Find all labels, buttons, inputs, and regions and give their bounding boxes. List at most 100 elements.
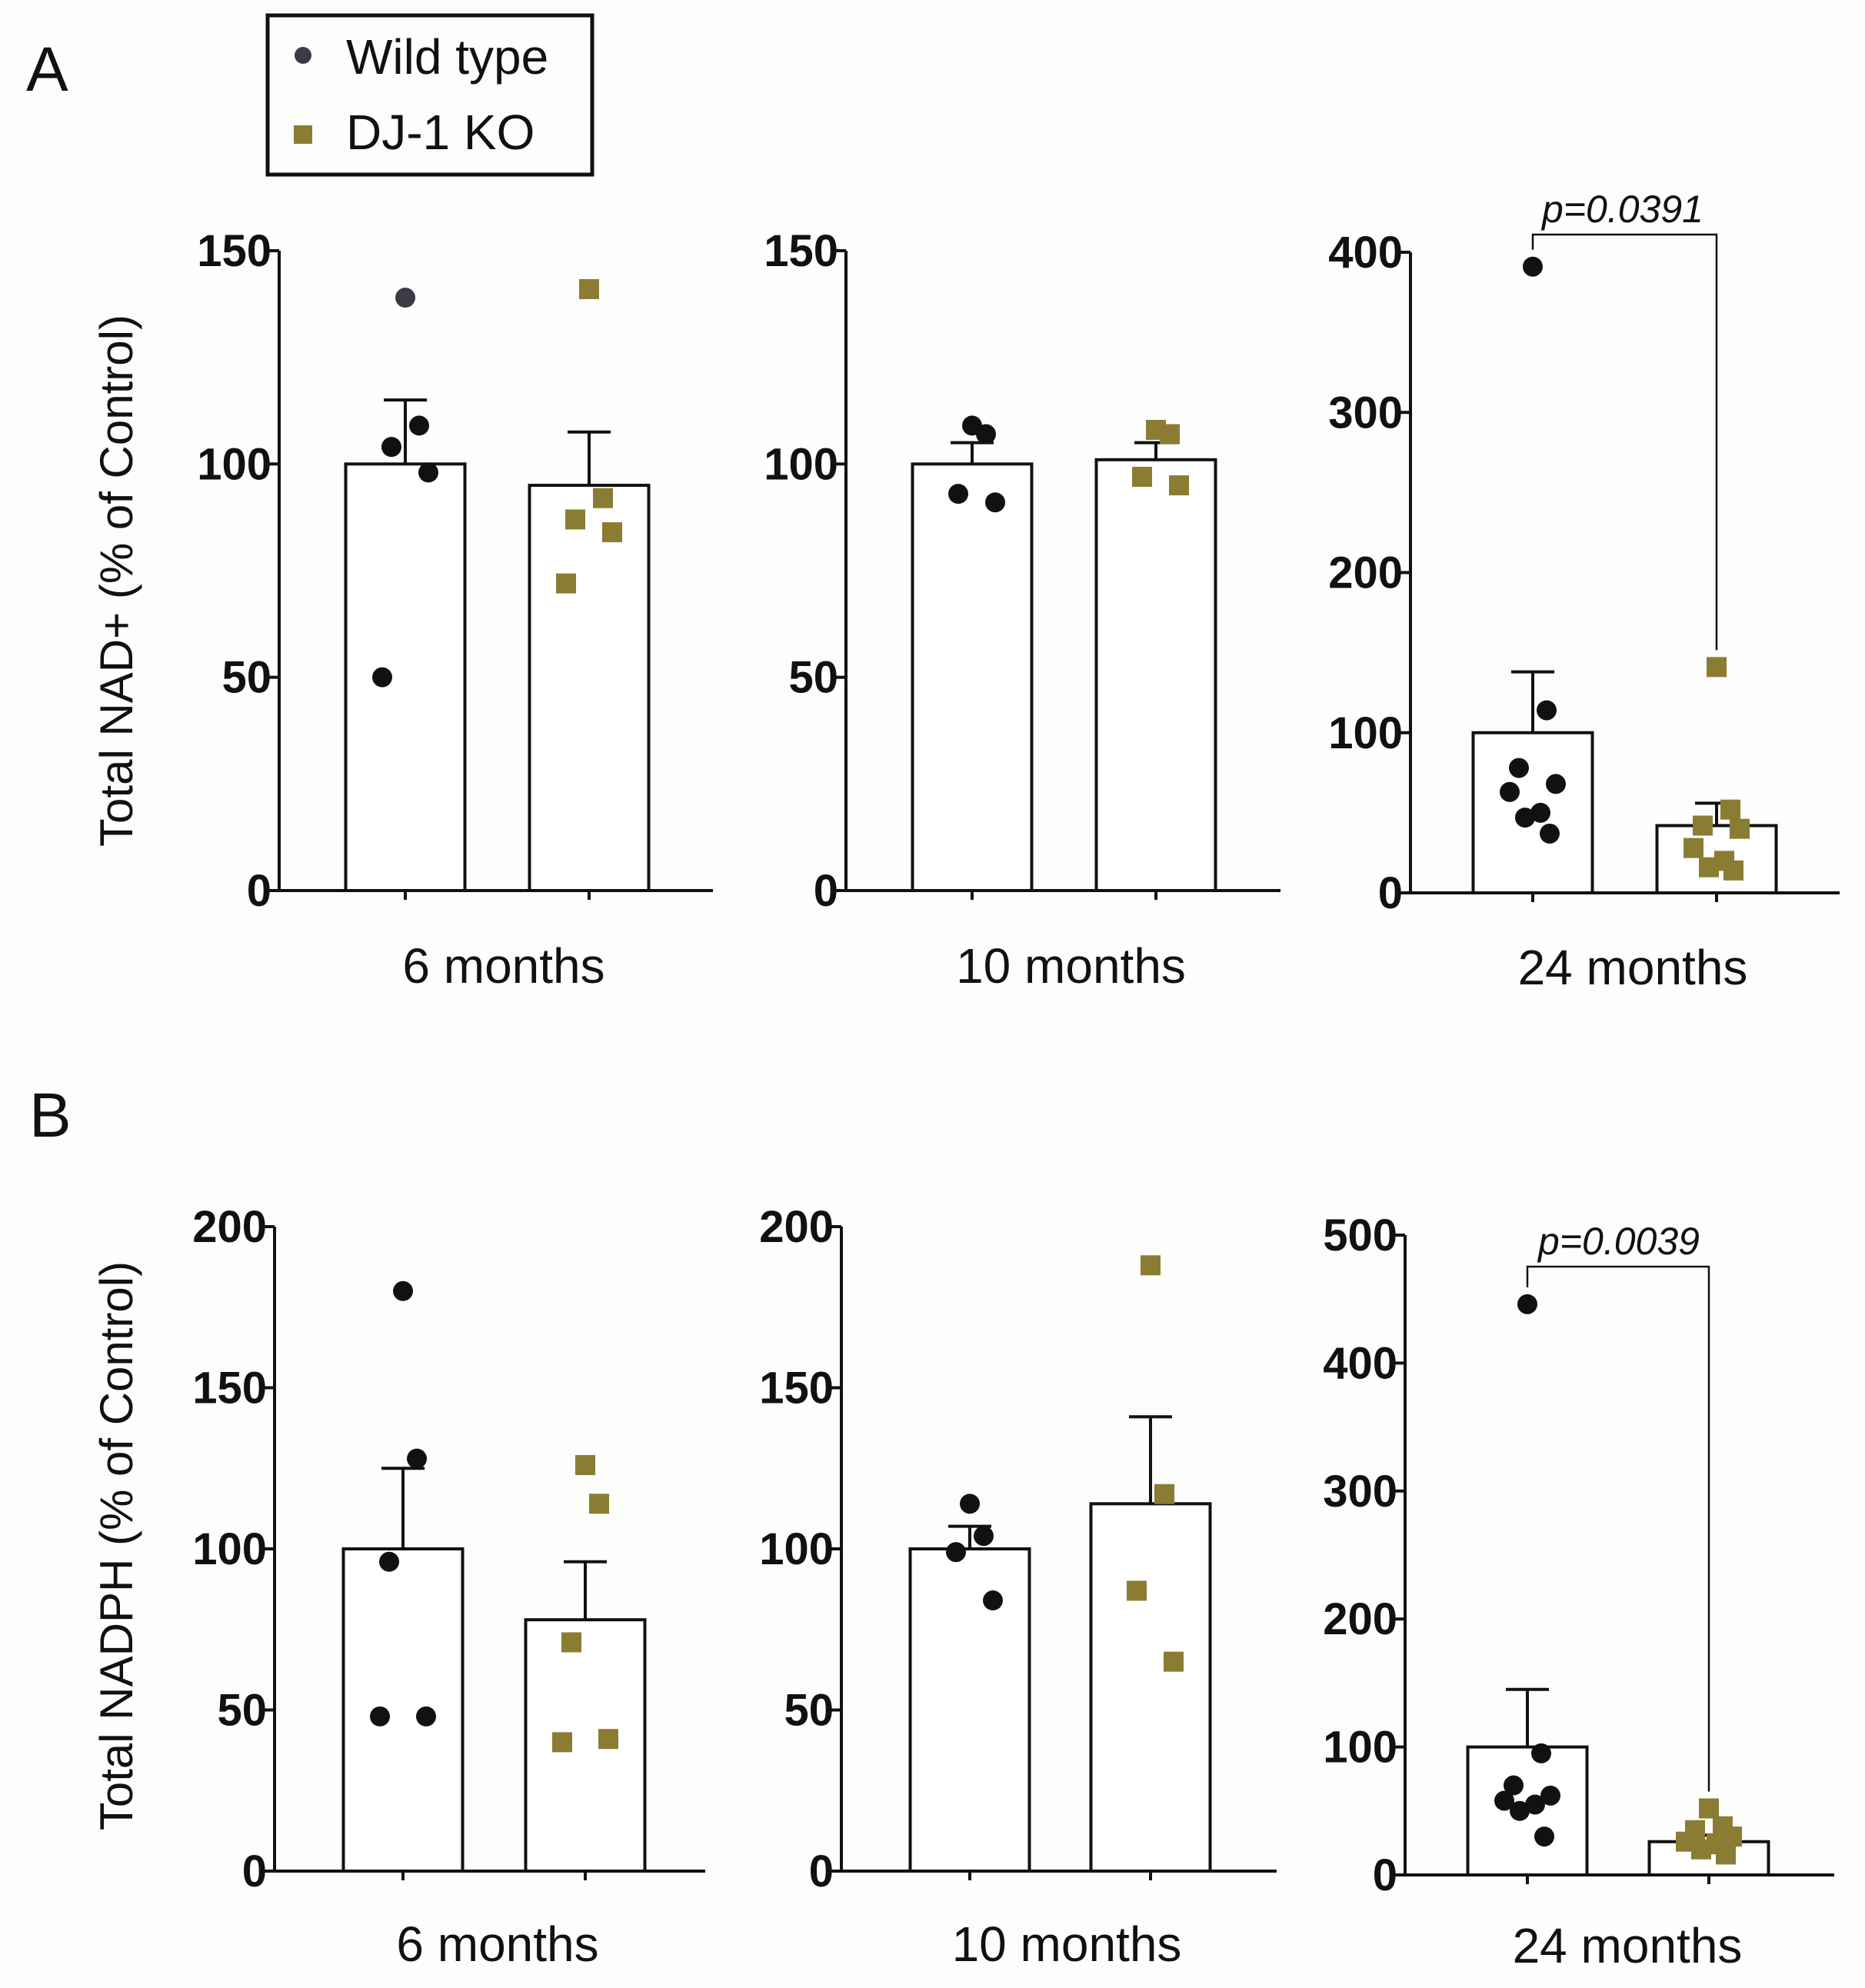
- data-point-wild-type: [395, 288, 415, 308]
- subplot-2: 0 50 100 150 10 months: [764, 226, 1281, 994]
- panel-letter-b: B: [29, 1081, 72, 1151]
- y-tick-label: 200: [1323, 1594, 1397, 1644]
- x-axis-label: 6 months: [402, 938, 604, 994]
- y-tick-label: 100: [759, 1524, 834, 1574]
- data-point-wild-type: [370, 1706, 390, 1727]
- y-tick-label: 0: [1378, 868, 1403, 918]
- bar-wild-type: [908, 1547, 1031, 1873]
- data-point-wild-type: [1537, 700, 1557, 721]
- data-point-dj1-ko: [1683, 837, 1703, 858]
- data-point-dj1-ko: [598, 1729, 618, 1750]
- legend-dj1-ko-marker: [294, 125, 312, 144]
- significance-bracket: [1526, 1265, 1710, 1792]
- data-point-dj1-ko: [1723, 860, 1743, 881]
- data-point-wild-type: [409, 415, 429, 436]
- legend-box: [265, 13, 594, 177]
- panel-letter-a: A: [26, 35, 68, 105]
- data-point-wild-type: [974, 1526, 994, 1547]
- data-point-dj1-ko: [1164, 1651, 1184, 1672]
- bar-dj1-ko: [1094, 458, 1217, 892]
- y-tick-label: 0: [247, 866, 271, 916]
- y-tick-label: 0: [814, 866, 838, 916]
- significance-bracket: [1531, 233, 1718, 651]
- y-tick-label: 300: [1323, 1467, 1397, 1517]
- data-point-wild-type: [1510, 1800, 1530, 1821]
- data-point-dj1-ko: [602, 522, 622, 543]
- x-axis-label: 24 months: [1518, 940, 1748, 995]
- data-point-wild-type: [418, 462, 438, 483]
- x-axis-label: 6 months: [396, 1916, 598, 1972]
- data-point-wild-type: [1531, 1743, 1551, 1763]
- data-point-wild-type: [1540, 823, 1560, 844]
- x-axis-label: 10 months: [952, 1916, 1182, 1972]
- x-axis-label: 10 months: [956, 938, 1186, 994]
- y-tick-label: 150: [764, 226, 838, 276]
- data-point-wild-type: [1509, 758, 1529, 778]
- subplot-6: 0 100 200 300 400 500 24 months p=0.0039: [1323, 1210, 1834, 1973]
- data-point-dj1-ko: [1691, 1839, 1711, 1860]
- y-tick-label: 100: [192, 1524, 267, 1574]
- x-axis-label: 24 months: [1513, 1918, 1743, 1973]
- data-point-wild-type: [1517, 1294, 1537, 1314]
- legend-wild-type-label: Wild type: [346, 29, 548, 85]
- data-point-dj1-ko: [1707, 657, 1727, 678]
- y-tick-label: 200: [759, 1202, 834, 1252]
- data-point-wild-type: [1500, 781, 1520, 802]
- y-axis-title-nadph: Total NADPH (% of Control): [91, 1261, 142, 1830]
- legend: Wild type DJ-1 KO: [265, 13, 594, 177]
- data-point-dj1-ko: [1720, 799, 1740, 820]
- data-point-dj1-ko: [593, 488, 613, 508]
- data-point-wild-type: [381, 437, 401, 458]
- y-tick-label: 50: [217, 1686, 267, 1736]
- data-point-wild-type: [407, 1448, 427, 1469]
- data-point-wild-type: [1530, 802, 1550, 823]
- data-point-dj1-ko: [1730, 818, 1750, 839]
- plots: 0 50 100 150 6 months 0 50 100 150 10 months 0 100 2…: [192, 188, 1840, 1973]
- y-tick-label: 50: [784, 1686, 834, 1736]
- data-point-dj1-ko: [1132, 466, 1152, 487]
- bar-dj1-ko: [1089, 1502, 1212, 1873]
- data-point-dj1-ko: [1154, 1484, 1174, 1504]
- data-point-dj1-ko: [1699, 857, 1719, 877]
- data-point-dj1-ko: [1141, 1255, 1161, 1276]
- y-axis-title-nad: Total NAD+ (% of Control): [91, 315, 142, 847]
- subplot-5: 0 50 100 150 200 10 months: [759, 1202, 1277, 1972]
- y-tick-label: 400: [1323, 1338, 1397, 1388]
- data-point-wild-type: [1534, 1826, 1554, 1847]
- data-point-dj1-ko: [561, 1632, 581, 1653]
- y-tick-label: 200: [1328, 548, 1403, 598]
- y-tick-label: 150: [759, 1364, 834, 1414]
- data-point-wild-type: [1546, 774, 1566, 794]
- data-point-wild-type: [946, 1542, 966, 1563]
- data-point-dj1-ko: [589, 1493, 609, 1514]
- bar-wild-type: [911, 462, 1034, 892]
- data-point-wild-type: [1515, 808, 1535, 828]
- data-point-dj1-ko: [1160, 424, 1180, 445]
- data-point-wild-type: [983, 1590, 1003, 1611]
- data-point-dj1-ko: [1693, 815, 1713, 836]
- subplot-1: 0 50 100 150 6 months: [197, 226, 713, 994]
- data-point-wild-type: [1525, 1794, 1545, 1815]
- y-tick-label: 150: [192, 1364, 267, 1414]
- p-value-label: p=0.0391: [1540, 188, 1703, 231]
- data-point-wild-type: [960, 1493, 980, 1514]
- data-point-wild-type: [985, 492, 1005, 513]
- subplot-4: 0 50 100 150 200 6 months: [192, 1202, 705, 1972]
- data-point-dj1-ko: [1169, 475, 1189, 496]
- y-tick-label: 100: [1328, 708, 1403, 758]
- data-point-wild-type: [1540, 1785, 1560, 1806]
- subplot-3: 0 100 200 300 400 24 months p=0.0391: [1328, 188, 1840, 995]
- data-point-wild-type: [372, 667, 392, 688]
- data-point-dj1-ko: [1127, 1580, 1147, 1601]
- legend-wild-type-marker: [295, 47, 311, 64]
- data-point-wild-type: [379, 1551, 399, 1572]
- data-point-dj1-ko: [579, 278, 599, 299]
- y-tick-label: 50: [788, 653, 838, 703]
- p-value-label: p=0.0039: [1537, 1220, 1700, 1263]
- bar-wild-type: [344, 462, 467, 892]
- y-tick-label: 400: [1328, 228, 1403, 278]
- data-point-dj1-ko: [575, 1455, 595, 1476]
- data-point-dj1-ko: [1699, 1798, 1719, 1819]
- data-point-wild-type: [1504, 1775, 1524, 1796]
